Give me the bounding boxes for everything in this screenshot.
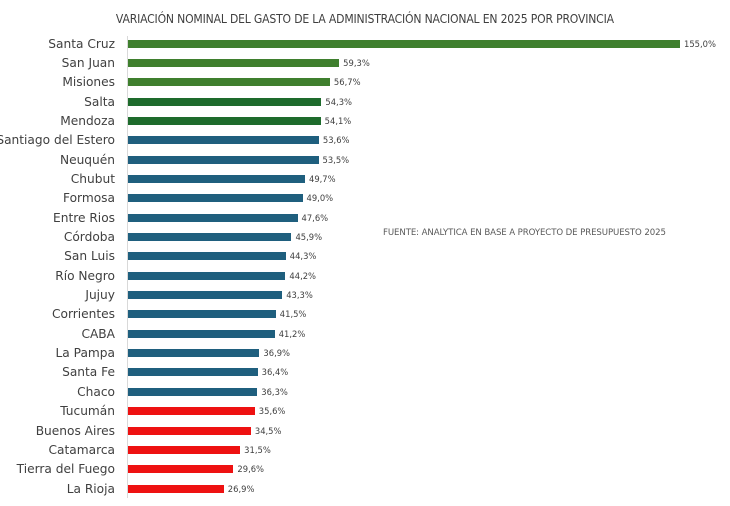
value-label: 59,3%	[343, 57, 370, 68]
bar-row: Santiago del Estero 53,6%	[0, 131, 730, 150]
category-label: Chaco	[77, 384, 115, 399]
bar-row: San Luis 44,3%	[0, 247, 730, 266]
bar-row: Chubut 49,7%	[0, 170, 730, 189]
category-label: Chubut	[70, 171, 115, 186]
bar	[128, 465, 234, 474]
category-label: Entre Rios	[53, 210, 115, 225]
value-label: 41,2%	[278, 328, 306, 339]
category-label: Corrientes	[51, 307, 115, 322]
value-label: 44,2%	[289, 270, 317, 281]
value-label: 45,9%	[295, 232, 323, 242]
value-label: 54,3%	[325, 96, 352, 107]
bar-row: Santa Fe 36,4%	[0, 363, 730, 382]
category-label: Formosa	[63, 191, 115, 206]
bar	[128, 97, 322, 106]
value-label: 26,9%	[227, 483, 255, 494]
bar	[128, 194, 303, 203]
bar	[128, 116, 321, 125]
bar	[128, 387, 258, 396]
value-label: 34,5%	[254, 425, 282, 436]
category-label: Santa Cruz	[48, 36, 115, 51]
value-label: 36,4%	[261, 367, 289, 378]
bar	[128, 329, 275, 338]
bar	[128, 252, 286, 261]
category-label: Buenos Aires	[35, 423, 115, 438]
value-label: 54,1%	[324, 115, 352, 126]
bar	[128, 349, 260, 358]
bar	[128, 155, 319, 164]
value-label: 53,6%	[322, 135, 350, 146]
bar-row: Entre Rios 47,6%	[0, 209, 730, 228]
value-label: 31,5%	[244, 444, 271, 455]
bar-row: San Juan 59,3%	[0, 54, 730, 73]
value-label: 43,3%	[286, 290, 313, 301]
category-label: Catamarca	[48, 442, 115, 457]
bar	[128, 136, 319, 145]
value-label: 49,0%	[306, 193, 334, 204]
bar-row: Mendoza 54,1%	[0, 112, 730, 131]
category-label: San Luis	[64, 249, 115, 264]
category-label: Salta	[84, 94, 115, 109]
bar	[128, 310, 276, 319]
category-label: La Rioja	[66, 481, 115, 496]
bar	[128, 58, 340, 67]
category-axis-line	[127, 36, 128, 498]
bar	[128, 271, 286, 280]
bar	[128, 291, 283, 300]
bar-row: Chaco 36,3%	[0, 383, 730, 402]
category-label: Jujuy	[85, 288, 115, 303]
value-label: 53,5%	[322, 154, 350, 165]
bar-row: La Rioja 26,9%	[0, 480, 730, 499]
category-label: Tucumán	[60, 404, 115, 419]
bar-row: Tierra del Fuego 29,6%	[0, 460, 730, 479]
bar-row: CABA 41,2%	[0, 325, 730, 344]
category-label: San Juan	[61, 55, 115, 70]
bar	[128, 407, 255, 416]
bar-row: Buenos Aires 34,5%	[0, 422, 730, 441]
bar-row: La Pampa 36,9%	[0, 344, 730, 363]
source-annotation: FUENTE: ANALYTICA EN BASE A PROYECTO DE …	[383, 228, 666, 238]
bar-row: Neuquén 53,5%	[0, 151, 730, 170]
category-label: Río Negro	[55, 268, 115, 283]
category-label: Neuquén	[59, 152, 115, 167]
bar-row: Río Negro 44,2%	[0, 267, 730, 286]
chart-title: VARIACIÓN NOMINAL DEL GASTO DE LA ADMINI…	[115, 12, 614, 26]
value-label: 155,0%	[684, 38, 716, 49]
bar	[128, 213, 298, 222]
bar	[128, 368, 258, 377]
value-label: 49,7%	[308, 173, 336, 184]
bar-row: Salta 54,3%	[0, 93, 730, 112]
bar	[128, 445, 241, 454]
value-label: 36,3%	[261, 386, 288, 397]
bar	[128, 78, 330, 87]
bar	[128, 174, 305, 183]
value-label: 44,3%	[289, 251, 317, 262]
value-label: 29,6%	[237, 464, 265, 475]
category-label: Santa Fe	[62, 365, 115, 380]
value-label: 35,6%	[258, 406, 286, 417]
bar-row: Formosa 49,0%	[0, 189, 730, 208]
bar	[128, 426, 251, 435]
bar-row: Tucumán 35,6%	[0, 402, 730, 421]
bar-row: Catamarca 31,5%	[0, 441, 730, 460]
bar-row: Misiones 56,7%	[0, 73, 730, 92]
value-label: 36,9%	[263, 348, 291, 359]
category-label: Mendoza	[60, 113, 115, 128]
bar-row: Jujuy 43,3%	[0, 286, 730, 305]
category-label: CABA	[81, 326, 115, 341]
bar-row: Santa Cruz 155,0%	[0, 35, 730, 54]
category-label: La Pampa	[55, 346, 115, 361]
category-label: Córdoba	[63, 230, 115, 244]
bar-row: Córdoba 45,9%	[0, 228, 730, 247]
category-label: Tierra del Fuego	[16, 462, 115, 477]
bar	[128, 233, 292, 241]
value-label: 56,7%	[333, 77, 361, 88]
value-label: 47,6%	[301, 212, 329, 223]
bar	[128, 39, 680, 48]
bar-row: Corrientes 41,5%	[0, 305, 730, 324]
bar	[128, 484, 224, 493]
category-label: Misiones	[62, 75, 115, 90]
value-label: 41,5%	[279, 309, 307, 320]
category-label: Santiago del Estero	[0, 133, 115, 148]
